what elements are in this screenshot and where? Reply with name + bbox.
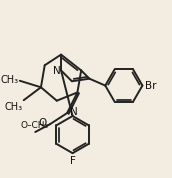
Text: O: O: [39, 118, 47, 128]
Text: CH₃: CH₃: [5, 102, 23, 112]
Text: Br: Br: [145, 81, 157, 91]
Text: N: N: [53, 66, 61, 76]
Text: N: N: [70, 107, 78, 117]
Text: CH₃: CH₃: [0, 75, 18, 85]
Text: O–CH₃: O–CH₃: [20, 121, 49, 130]
Text: F: F: [70, 156, 76, 166]
